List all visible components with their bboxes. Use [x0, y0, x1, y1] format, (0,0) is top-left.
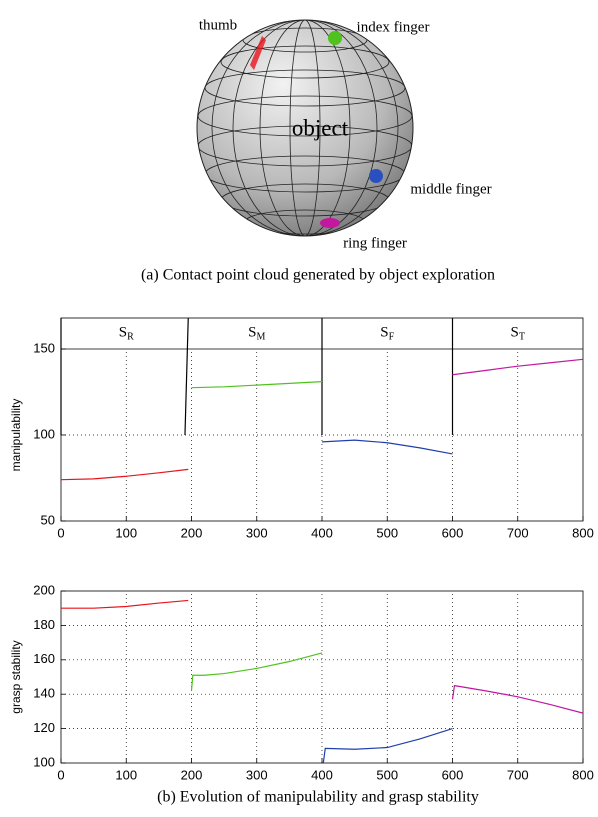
- phase-label: SR: [119, 325, 134, 343]
- chart: 0 100 200 300 400 500 600 700 800 50 100 150 manipul…: [9, 317, 594, 540]
- line-series: [60, 468, 189, 481]
- x-tick-label: 200: [181, 525, 203, 540]
- line-series: [190, 652, 323, 691]
- y-tick-label: 50: [41, 512, 55, 527]
- x-tick-label: 100: [115, 767, 137, 782]
- y-tick-label: 100: [33, 754, 55, 769]
- x-tick-label: 600: [442, 767, 464, 782]
- phase-main: S: [248, 325, 256, 341]
- phase-sub: F: [389, 332, 395, 343]
- x-tick-label: 500: [376, 767, 398, 782]
- x-tick-label: 700: [507, 525, 529, 540]
- phase-sub: R: [127, 332, 134, 343]
- label: index finger: [357, 19, 430, 35]
- phase-main: S: [119, 325, 127, 341]
- phase-label: SF: [380, 325, 394, 343]
- caption: (b) Evolution of manipulability and gras…: [157, 789, 479, 806]
- y-tick-label: 100: [33, 426, 55, 441]
- x-tick-label: 800: [572, 767, 594, 782]
- y-tick-label: 180: [33, 617, 55, 632]
- line-series: [451, 684, 584, 714]
- x-tick-label: 0: [57, 767, 64, 782]
- x-tick-label: 300: [246, 525, 268, 540]
- y-tick-label: 140: [33, 686, 55, 701]
- y-tick-label: 200: [33, 582, 55, 597]
- x-tick-label: 700: [507, 767, 529, 782]
- y-axis-label: manipulability: [9, 399, 23, 472]
- caption: (a) Contact point cloud generated by obj…: [141, 267, 495, 284]
- line-series: [322, 728, 453, 764]
- line-series: [321, 439, 453, 455]
- phase-main: S: [380, 325, 388, 341]
- label: ring finger: [343, 235, 407, 251]
- phase-main: S: [511, 325, 519, 341]
- line-series: [191, 381, 323, 389]
- line-series: [61, 599, 189, 609]
- x-tick-label: 300: [246, 767, 268, 782]
- y-tick-label: 120: [33, 720, 55, 735]
- x-tick-label: 400: [311, 767, 333, 782]
- phase-label: SM: [248, 325, 265, 343]
- x-tick-label: 400: [311, 525, 333, 540]
- phase-sub: T: [519, 332, 525, 343]
- chart: 0 100 200 300 400 500 600 700 800100120140160180…: [9, 582, 594, 782]
- x-tick-label: 200: [181, 767, 203, 782]
- plot-frame: [60, 590, 584, 764]
- y-axis-label: grasp stability: [9, 640, 23, 713]
- x-tick-label: 500: [376, 525, 398, 540]
- x-tick-label: 600: [442, 525, 464, 540]
- x-tick-label: 800: [572, 525, 594, 540]
- phase-label: ST: [511, 325, 525, 343]
- x-tick-label: 0: [57, 525, 64, 540]
- label: object: [292, 115, 349, 140]
- y-tick-label: 150: [33, 340, 55, 355]
- line-series: [452, 358, 584, 376]
- line-series: [184, 317, 189, 435]
- label: middle finger: [410, 181, 491, 197]
- label: thumb: [199, 17, 237, 33]
- y-tick-label: 160: [33, 651, 55, 666]
- phase-sub: M: [256, 332, 265, 343]
- x-tick-label: 100: [115, 525, 137, 540]
